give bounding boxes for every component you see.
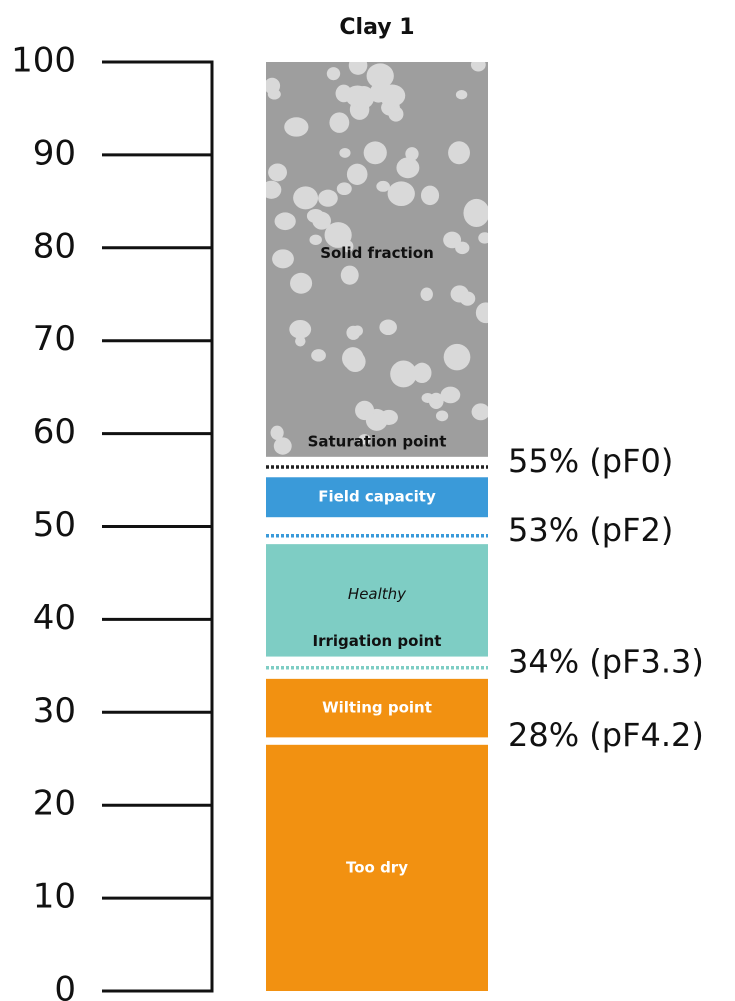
y-tick-label: 0 — [54, 970, 76, 1001]
zone — [266, 744, 488, 991]
particle — [478, 232, 488, 244]
particle — [311, 349, 326, 362]
y-tick-label: 30 — [33, 691, 76, 731]
particle — [470, 62, 486, 72]
y-tick-label: 60 — [33, 412, 76, 452]
particle — [355, 400, 375, 421]
particle — [309, 234, 322, 245]
particle — [388, 106, 404, 122]
particle — [379, 84, 406, 107]
particle — [471, 403, 488, 421]
particle — [443, 231, 462, 249]
particle — [339, 147, 351, 158]
zone-label: Wilting point — [322, 699, 432, 717]
y-tick-label: 40 — [33, 598, 76, 638]
particle — [346, 325, 361, 340]
particles — [266, 62, 488, 455]
particle — [421, 393, 434, 403]
particle — [342, 240, 354, 253]
particle — [440, 386, 461, 404]
zone-label: Too dry — [346, 858, 408, 876]
particle — [318, 189, 338, 207]
y-tick-label: 80 — [33, 226, 76, 266]
particle — [290, 272, 313, 294]
particle — [348, 62, 368, 75]
y-tick-label: 50 — [33, 505, 76, 545]
particle — [463, 198, 488, 228]
particle — [273, 437, 292, 455]
particle — [443, 343, 471, 371]
particle — [266, 77, 281, 95]
zone-label: Solid fraction — [320, 244, 434, 262]
particle — [295, 335, 306, 347]
y-tick-label: 100 — [11, 41, 76, 81]
particle — [475, 302, 488, 324]
particle — [289, 319, 312, 339]
particle — [448, 141, 470, 165]
particle — [272, 249, 294, 269]
particle — [336, 182, 352, 196]
particle — [274, 212, 296, 231]
particle — [396, 157, 420, 179]
particle — [345, 85, 370, 107]
particle — [306, 209, 325, 223]
zone — [266, 477, 488, 518]
particle — [346, 163, 368, 185]
particle — [284, 117, 309, 137]
marker-annotation: 34% (pF3.3) — [508, 643, 704, 681]
marker-annotation: 28% (pF4.2) — [508, 716, 704, 754]
particle — [412, 362, 432, 384]
y-tick-label: 20 — [33, 784, 76, 824]
particle — [293, 186, 319, 210]
particle — [387, 181, 415, 207]
particle — [455, 90, 468, 100]
particle — [379, 409, 398, 425]
particle — [326, 67, 341, 81]
particle — [390, 360, 417, 388]
particle — [459, 291, 476, 306]
particle — [270, 425, 284, 440]
particle — [405, 147, 419, 161]
zone — [266, 678, 488, 738]
particle — [329, 112, 350, 133]
y-tick-label: 90 — [33, 133, 76, 173]
zone-label: Irrigation point — [313, 632, 442, 650]
particle — [420, 287, 433, 302]
particle — [435, 410, 449, 422]
particle — [358, 434, 371, 445]
marker-annotation: 53% (pF2) — [508, 511, 673, 549]
marker-annotation: 55% (pF0) — [508, 442, 673, 480]
zone-label: Saturation point — [308, 432, 447, 450]
particle — [366, 63, 394, 89]
y-tick-label: 10 — [33, 877, 76, 917]
chart-title: Clay 1 — [339, 15, 414, 40]
particle — [340, 265, 359, 285]
y-tick-label: 70 — [33, 319, 76, 359]
particle — [376, 180, 390, 192]
zone-label: Healthy — [348, 585, 407, 603]
particle — [342, 347, 364, 370]
particle — [266, 180, 282, 199]
particle — [268, 163, 288, 182]
particle — [420, 185, 440, 206]
zone — [266, 544, 488, 657]
zone-label: Field capacity — [318, 488, 436, 506]
particle — [379, 319, 397, 336]
particle — [363, 141, 387, 165]
